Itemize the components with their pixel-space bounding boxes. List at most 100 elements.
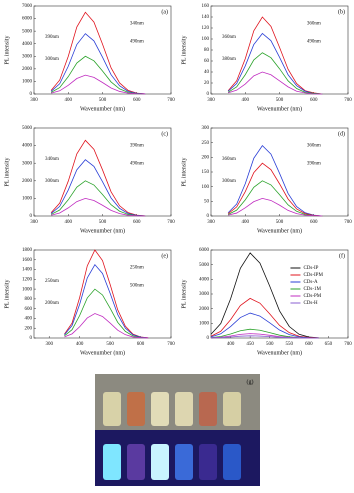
plot-frame <box>33 249 172 339</box>
y-tick-label: 2000 <box>199 307 210 312</box>
y-tick-label: 2000 <box>22 179 33 184</box>
series-line <box>210 252 319 339</box>
x-tick-label: 550 <box>286 342 294 347</box>
series-line <box>227 32 323 95</box>
y-tick-label: 80 <box>204 48 210 53</box>
annotation: 490nm <box>130 161 144 166</box>
y-tick-label: 0 <box>30 336 33 341</box>
panel-label: (b) <box>338 8 345 15</box>
x-tick-label: 700 <box>167 98 175 103</box>
annotation: 300nm <box>222 179 236 184</box>
series-line <box>51 74 146 95</box>
y-tick-label: 1200 <box>22 277 33 282</box>
y-axis-label: PL intensity <box>181 280 187 309</box>
y-tick-label: 200 <box>25 326 33 331</box>
series-line <box>51 197 146 217</box>
x-tick-label: 700 <box>167 342 175 347</box>
y-tick-label: 0 <box>30 214 33 219</box>
series-line <box>227 16 323 95</box>
x-tick-label: 650 <box>325 342 333 347</box>
y-tick-label: 6000 <box>199 248 210 253</box>
annotation: 360nm <box>307 144 321 149</box>
series-line <box>50 11 146 95</box>
chart-panel: 0 1000 2000 3000 4000 5000 6000 400 450 500 550 600… <box>181 248 352 356</box>
series-line <box>50 139 146 217</box>
y-tick-label: 1000 <box>22 287 33 292</box>
series-line <box>210 297 319 339</box>
x-tick-label: 300 <box>30 98 38 103</box>
x-tick-label: 500 <box>99 98 107 103</box>
vials-daylight <box>103 392 241 426</box>
series-line <box>50 159 146 217</box>
y-tick-label: 1400 <box>22 268 33 273</box>
annotation: 300nm <box>45 57 59 62</box>
photo-label: (g) <box>247 378 254 385</box>
y-tick-label: 5000 <box>22 29 33 34</box>
series-line <box>210 312 319 339</box>
x-tick-label: 400 <box>242 220 250 225</box>
annotation: 390nm <box>307 161 321 166</box>
photo: (g) <box>95 374 260 486</box>
x-tick-label: 600 <box>305 342 313 347</box>
y-tick-label: 60 <box>204 59 210 64</box>
y-tick-label: 250 <box>202 141 210 146</box>
y-tick-label: 800 <box>25 297 33 302</box>
y-tick-label: 160 <box>202 4 210 9</box>
panel-label: (e) <box>161 252 168 259</box>
plot-frame <box>33 127 172 217</box>
x-tick-label: 500 <box>106 342 114 347</box>
y-tick-label: 1000 <box>22 197 33 202</box>
x-tick-label: 700 <box>344 220 352 225</box>
annotation: 380nm <box>222 57 236 62</box>
series-line <box>64 288 149 339</box>
panel-label: (c) <box>161 130 168 137</box>
y-tick-label: 140 <box>202 15 210 20</box>
chart-panel: 0 50 100 150 200 250 300 300 400 500 600 700 Wavenum… <box>181 126 352 234</box>
y-tick-label: 4000 <box>22 42 33 47</box>
panel-label: (d) <box>338 130 345 137</box>
y-tick-label: 120 <box>202 26 210 31</box>
series-line <box>228 71 323 95</box>
x-tick-label: 400 <box>65 220 73 225</box>
y-tick-label: 5000 <box>199 263 210 268</box>
plot-frame <box>33 5 172 95</box>
x-tick-label: 400 <box>65 98 73 103</box>
annotation: 390nm <box>130 144 144 149</box>
legend-label: CDs-H <box>303 301 318 306</box>
y-tick-label: 100 <box>202 37 210 42</box>
series-line <box>227 144 323 217</box>
plot-frame <box>210 127 349 217</box>
legend-label: CDs-PM <box>303 294 321 299</box>
series-line <box>228 197 323 217</box>
x-tick-label: 300 <box>207 98 215 103</box>
x-tick-label: 600 <box>310 220 318 225</box>
chart-panel: 0 200 400 600 800 1000 1200 1400 1600 1800 300 400 5… <box>4 248 175 356</box>
x-axis-label: Wavenumber (nm) <box>257 349 302 356</box>
y-tick-label: 0 <box>207 336 210 341</box>
y-tick-label: 0 <box>207 214 210 219</box>
y-tick-label: 3000 <box>199 292 210 297</box>
x-tick-label: 300 <box>30 220 38 225</box>
x-axis-label: Wavenumber (nm) <box>257 227 302 234</box>
series-line <box>50 180 146 217</box>
x-tick-label: 600 <box>310 98 318 103</box>
y-tick-label: 40 <box>204 70 210 75</box>
y-tick-label: 3000 <box>22 54 33 59</box>
x-axis-label: Wavenumber (nm) <box>80 105 125 112</box>
legend-label: CDs-IPM <box>303 273 323 278</box>
annotation: 300nm <box>45 179 59 184</box>
annotation: 250nm <box>130 266 144 271</box>
y-tick-label: 1000 <box>22 80 33 85</box>
series-line <box>64 249 149 339</box>
x-tick-label: 700 <box>167 220 175 225</box>
y-tick-label: 1600 <box>22 258 33 263</box>
y-axis-label: PL intensity <box>4 36 10 65</box>
x-tick-label: 450 <box>246 342 254 347</box>
vials-uv <box>103 444 241 480</box>
x-axis-label: Wavenumber (nm) <box>80 349 125 356</box>
series-line <box>227 162 323 217</box>
y-tick-label: 600 <box>25 307 33 312</box>
series-line <box>64 313 149 339</box>
x-tick-label: 300 <box>45 342 53 347</box>
annotation: 390nm <box>45 35 59 40</box>
